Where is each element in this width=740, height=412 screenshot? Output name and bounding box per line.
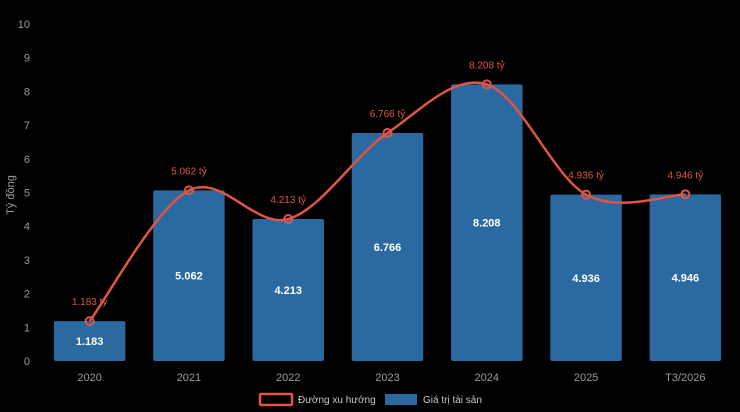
bar-2021[interactable] (153, 190, 225, 361)
legend-swatch-bar[interactable] (385, 394, 417, 405)
y-tick-label: 2 (24, 289, 30, 301)
bar-value-label: 8.208 (473, 218, 501, 230)
trend-points (84, 79, 691, 327)
bar-t3-2026[interactable] (649, 194, 722, 361)
x-tick-label: 2021 (177, 372, 201, 384)
bar-2022[interactable] (252, 219, 324, 361)
trend-value-labels: 1.183 tỷ 5.062 tỷ 4.213 tỷ 6.766 tỷ 8.208 tỷ… (72, 59, 703, 308)
bar-2025[interactable] (550, 194, 622, 361)
x-tick-label: 2022 (276, 372, 300, 384)
y-tick-label: 5 (24, 188, 30, 200)
legend-swatch-trend[interactable] (258, 392, 294, 407)
bar-value-label: 1.183 (76, 336, 104, 348)
bar-value-labels: 1.183 5.062 4.213 6.766 8.208 4.936 4.946 (76, 218, 699, 348)
bar-value-label: 4.946 (672, 273, 700, 285)
legend-label-trend[interactable]: Đường xu hướng (298, 395, 376, 406)
bar-value-label: 4.936 (572, 273, 600, 285)
trend-value-label: 1.183 tỷ (72, 296, 108, 308)
y-axis: 0 1 2 3 4 5 6 7 8 9 10 (18, 19, 30, 368)
legend-label-bar[interactable]: Giá trị tài sản (423, 395, 482, 406)
trend-value-label: 4.946 tỷ (668, 169, 704, 181)
y-tick-label: 4 (24, 221, 30, 233)
x-tick-label: 2025 (574, 372, 598, 384)
trend-point[interactable] (183, 185, 194, 196)
trend-point[interactable] (84, 316, 95, 327)
trend-point[interactable] (680, 189, 691, 200)
trend-point[interactable] (481, 79, 492, 90)
bar-value-label: 6.766 (374, 242, 402, 254)
y-tick-label: 7 (24, 120, 30, 132)
x-tick-label: 2020 (77, 372, 101, 384)
y-tick-label: 9 (24, 53, 30, 65)
trend-point[interactable] (283, 214, 294, 225)
trend-point[interactable] (382, 127, 393, 138)
y-tick-label: 3 (24, 255, 30, 267)
x-axis: 2020 2021 2022 2023 2024 2025 T3/2026 (77, 372, 705, 384)
bar-2023[interactable] (351, 132, 424, 361)
bar-2024[interactable] (451, 84, 523, 361)
y-tick-label: 10 (18, 19, 30, 31)
y-tick-label: 0 (24, 356, 30, 368)
y-tick-label: 1 (24, 322, 30, 334)
y-tick-label: 8 (24, 86, 30, 98)
x-tick-label: 2023 (375, 372, 399, 384)
trend-point[interactable] (581, 189, 592, 200)
bar-value-label: 4.213 (274, 285, 302, 297)
y-axis-title: Tỷ đồng (5, 175, 17, 215)
y-tick-label: 6 (24, 154, 30, 166)
trend-value-label: 8.208 tỷ (469, 59, 505, 71)
bar-value-label: 5.062 (175, 271, 203, 283)
bar-2020[interactable] (53, 321, 126, 361)
x-tick-label: 2024 (475, 372, 499, 384)
trend-value-label: 5.062 tỷ (171, 165, 207, 177)
x-tick-label: T3/2026 (665, 372, 705, 384)
trend-value-label: 6.766 tỷ (370, 108, 406, 120)
trend-value-label: 4.936 tỷ (568, 170, 604, 182)
legend[interactable]: Đường xu hướng Giá trị tài sản (258, 392, 482, 407)
bar-series (53, 84, 722, 361)
trend-value-label: 4.213 tỷ (270, 194, 306, 206)
